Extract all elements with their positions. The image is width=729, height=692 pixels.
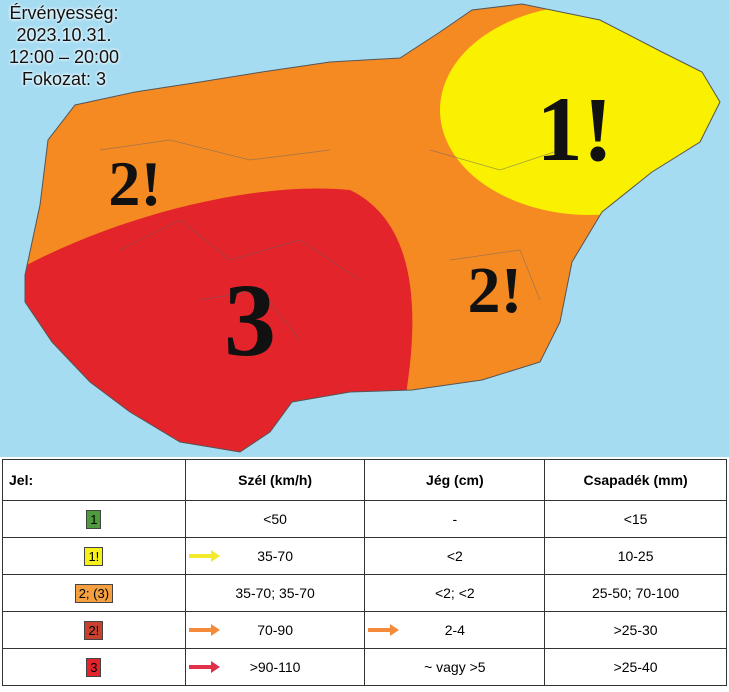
table-cell: - — [364, 500, 546, 538]
arrow-icon — [188, 550, 220, 562]
arrow-icon — [188, 661, 220, 673]
cell-text: ~ vagy >5 — [424, 659, 486, 675]
table-cell: 1 — [2, 500, 186, 538]
yellow-region — [440, 5, 720, 215]
table-cell: 35-70; 35-70 — [184, 574, 366, 612]
table-cell: >25-30 — [544, 611, 727, 649]
level-badge: 1 — [86, 509, 102, 529]
county-borders — [99, 139, 561, 341]
table-row: 2; (3) 35-70; 35-70 <2; <2 25-50; 70-100 — [2, 574, 727, 612]
cell-text: 35-70; 35-70 — [235, 585, 315, 601]
validity: Érvényesség: 2023.10.31. 12:00 – 20:00 F… — [0, 2, 128, 90]
validity-line: Fokozat: 3 — [21, 69, 107, 89]
header-cell: Csapadék (mm) — [544, 459, 727, 501]
map: 2! 1! 2! 3 — [0, 0, 729, 457]
table-cell: 2; (3) — [2, 574, 186, 612]
table-cell: >25-40 — [544, 648, 727, 686]
table-cell: 1! — [2, 537, 186, 575]
map-label: 2! — [468, 254, 523, 327]
cell-text: <15 — [623, 511, 648, 527]
table-cell: >90-110 — [184, 648, 366, 686]
cell-text: 10-25 — [617, 548, 654, 564]
arrow-icon — [188, 624, 220, 636]
header-row: Jel: Szél (km/h) Jég (cm) Csapadék (mm) — [2, 459, 727, 501]
map-label: 1! — [537, 78, 614, 180]
level-badge: 2; (3) — [74, 583, 114, 603]
table-cell: <50 — [184, 500, 366, 538]
table-body: 1 <50 - <15 1! 35-70 <2 10-25 2; (3) 35-70; 35-70… — [2, 500, 727, 686]
table-cell: 2-4 — [364, 611, 546, 649]
cell-text: >25-30 — [613, 622, 658, 638]
header-cell: Jég (cm) — [364, 459, 546, 501]
level-badge: 2! — [84, 620, 104, 640]
table-cell: 3 — [2, 648, 186, 686]
legend-table: Jel: Szél (km/h) Jég (cm) Csapadék (mm) … — [2, 459, 727, 686]
table-row: 1 <50 - <15 — [2, 500, 727, 538]
header-cell: Jel: — [2, 459, 186, 501]
table-cell: <2 — [364, 537, 546, 575]
table-row: 2! 70-90 2-4 >25-30 — [2, 611, 727, 649]
table-cell: 35-70 — [184, 537, 366, 575]
table-cell: 2! — [2, 611, 186, 649]
validity-line: Érvényesség: — [9, 3, 119, 23]
country-border — [24, 3, 721, 453]
cell-text: <50 — [263, 511, 287, 527]
map-label: 3 — [224, 263, 276, 378]
table-cell: ~ vagy >5 — [364, 648, 546, 686]
cell-text: - — [452, 511, 458, 527]
validity-line: 12:00 – 20:00 — [8, 47, 120, 67]
map-label: 2! — [108, 148, 161, 219]
cell-text: >90-110 — [249, 659, 301, 675]
cell-text: 25-50; 70-100 — [592, 585, 680, 601]
arrow-icon — [368, 624, 400, 636]
validity-line: 2023.10.31. — [16, 25, 112, 45]
level-badge: 1! — [84, 546, 104, 566]
cell-text: >25-40 — [613, 659, 658, 675]
cell-text: 2-4 — [444, 622, 465, 638]
header-cell: Szél (km/h) — [184, 459, 366, 501]
table-row: 3 >90-110 ~ vagy >5 >25-40 — [2, 648, 727, 686]
cell-text: 70-90 — [257, 622, 293, 638]
cell-text: <2; <2 — [434, 585, 475, 601]
table-cell: 70-90 — [184, 611, 366, 649]
table-row: 1! 35-70 <2 10-25 — [2, 537, 727, 575]
table-cell: 10-25 — [544, 537, 727, 575]
cell-text: <2 — [446, 548, 463, 564]
level-badge: 3 — [86, 657, 102, 677]
table-cell: 25-50; 70-100 — [544, 574, 727, 612]
table-cell: <2; <2 — [364, 574, 546, 612]
table-cell: <15 — [544, 500, 727, 538]
cell-text: 35-70 — [257, 548, 293, 564]
